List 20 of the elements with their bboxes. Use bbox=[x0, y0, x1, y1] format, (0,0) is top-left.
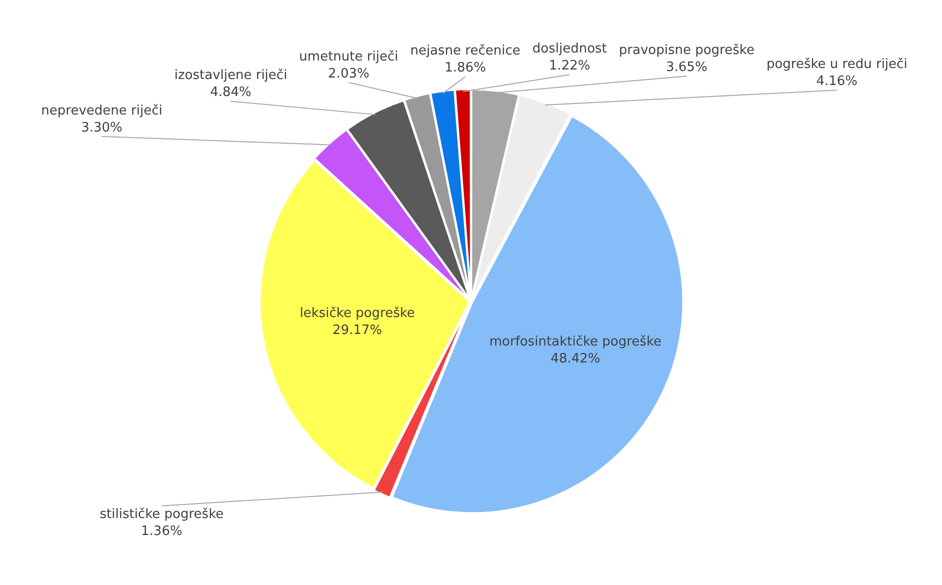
slice-label: dosljednost bbox=[532, 42, 607, 57]
data-label: 29.17% bbox=[332, 322, 382, 338]
data-label: 1.36% bbox=[141, 524, 182, 539]
data-label: 3.65% bbox=[666, 60, 708, 75]
data-label: 4.84% bbox=[210, 85, 252, 100]
data-label: 1.22% bbox=[548, 58, 590, 74]
data-label: 4.16% bbox=[816, 74, 858, 90]
slice-label: umetnute riječi bbox=[299, 49, 398, 64]
slice-label: nejasne rečenice bbox=[410, 44, 520, 59]
slice-label: stilističke pogreške bbox=[100, 506, 224, 522]
slice-label: pogreške u redu riječi bbox=[766, 57, 908, 72]
slice-label: neprevedene riječi bbox=[41, 103, 162, 118]
slice-label: morfosintaktičke pogreške bbox=[489, 334, 662, 350]
data-label: 48.42% bbox=[550, 352, 600, 367]
data-label: 1.86% bbox=[444, 60, 486, 76]
data-label: 3.30% bbox=[81, 120, 122, 136]
slice-label: pravopisne pogreške bbox=[618, 42, 754, 58]
slice-label: leksičke pogreške bbox=[300, 306, 415, 321]
slice-label: izostavljene riječi bbox=[174, 68, 288, 84]
data-label: 2.03% bbox=[328, 66, 370, 82]
